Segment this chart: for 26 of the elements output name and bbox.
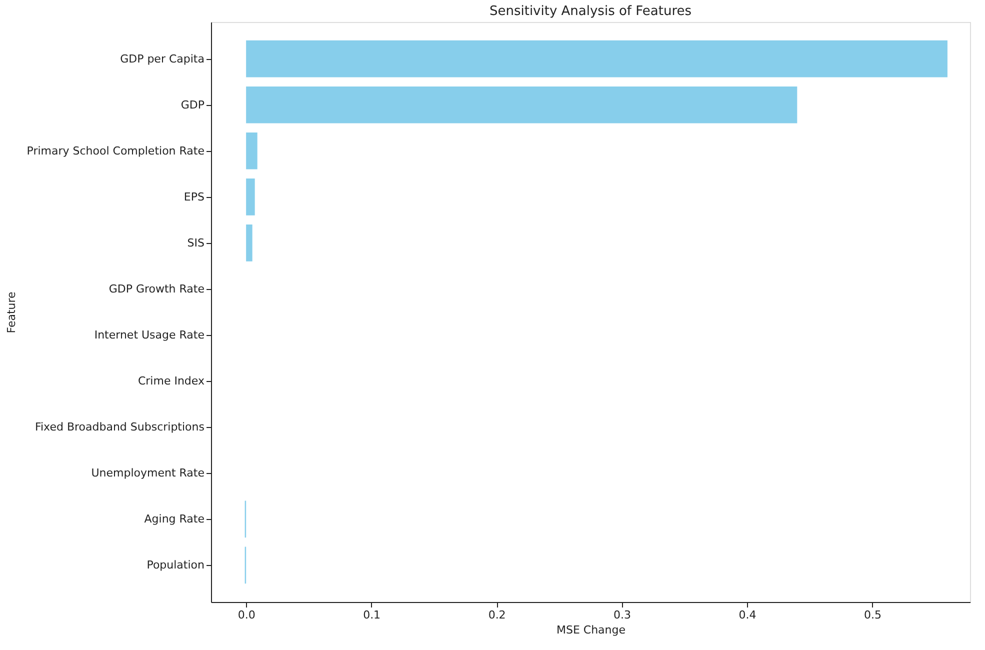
x-tick-label: 0.0 xyxy=(238,608,256,622)
y-tick-label: EPS xyxy=(184,190,205,204)
bar xyxy=(246,224,252,262)
x-tick-label: 0.2 xyxy=(488,608,506,622)
y-tick-label: Crime Index xyxy=(138,374,205,388)
y-axis-title: Feature xyxy=(4,291,18,334)
y-tick-label: Aging Rate xyxy=(144,512,205,526)
x-tick-label: 0.1 xyxy=(363,608,381,622)
x-tick-label: 0.3 xyxy=(614,608,632,622)
y-tick-label: SIS xyxy=(187,236,205,250)
y-tick-label: Internet Usage Rate xyxy=(94,328,205,342)
y-tick-label: Primary School Completion Rate xyxy=(26,144,205,158)
bar xyxy=(246,178,255,216)
x-tick-label: 0.4 xyxy=(738,608,756,622)
bar xyxy=(246,86,798,124)
bar xyxy=(246,132,258,170)
chart-title: Sensitivity Analysis of Features xyxy=(489,4,692,19)
y-tick-label: Fixed Broadband Subscriptions xyxy=(34,420,205,434)
y-tick-label: GDP Growth Rate xyxy=(108,282,205,296)
y-tick-label: Population xyxy=(146,558,205,572)
y-tick-label: GDP xyxy=(180,98,205,112)
x-axis-title: MSE Change xyxy=(556,624,626,636)
y-tick-label: Unemployment Rate xyxy=(91,466,205,480)
bar xyxy=(246,40,948,78)
y-tick-label: GDP per Capita xyxy=(120,52,204,66)
x-tick-label: 0.5 xyxy=(864,608,882,622)
